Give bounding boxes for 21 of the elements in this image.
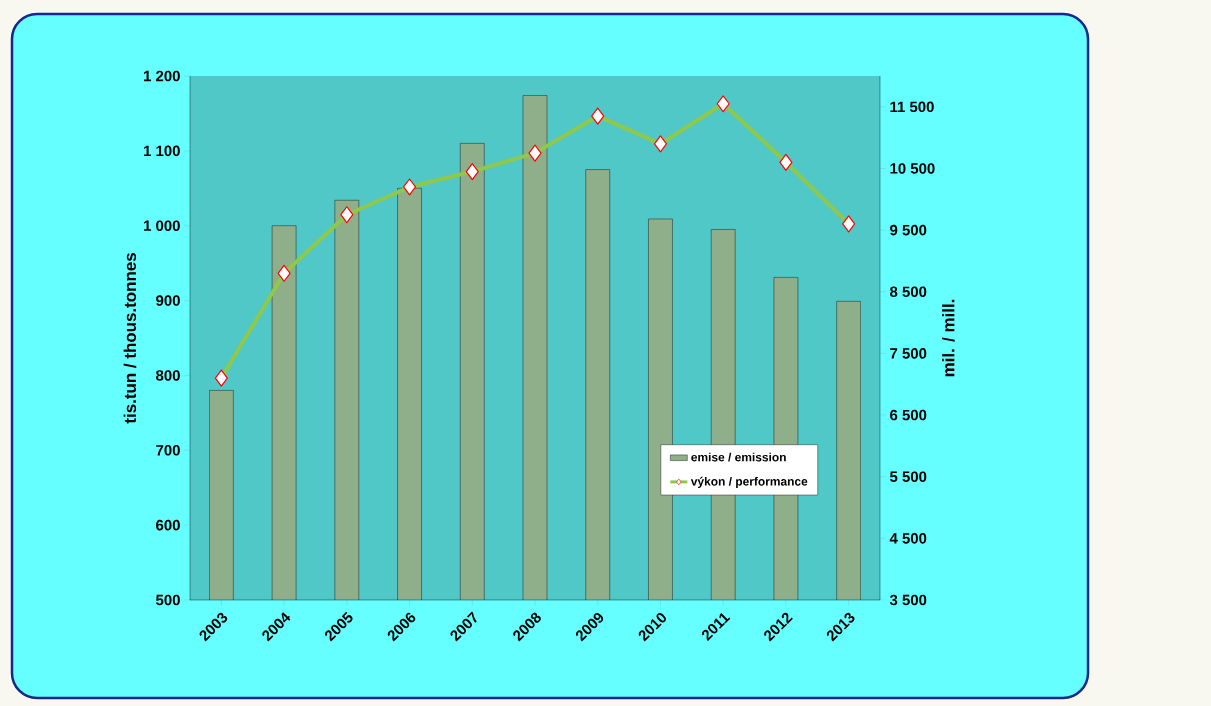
y2-tick-label: 11 500 xyxy=(890,101,934,113)
y-tick-label: 1 200 xyxy=(144,70,180,82)
y2-tick-label: 9 500 xyxy=(890,224,927,236)
y2-tick-label: 3 500 xyxy=(889,594,927,606)
y-tick-label: 1 100 xyxy=(144,145,180,157)
y-tick-label: 900 xyxy=(156,295,180,306)
y-tick-label: 500 xyxy=(156,594,180,606)
y2-axis-title: mil. / mill. xyxy=(942,299,955,377)
y2-tick-label: 6 500 xyxy=(890,409,927,421)
y-axis-title: tis.tun / thous.tonnes xyxy=(123,253,137,424)
y2-tick-label: 7 500 xyxy=(890,348,927,359)
y-tick-label: 1 000 xyxy=(144,220,180,231)
y2-tick-label: 5 500 xyxy=(889,471,927,482)
legend-label: výkon / performance xyxy=(690,476,808,489)
y-tick-label: 700 xyxy=(156,444,180,456)
y2-tick-label: 8 500 xyxy=(890,286,927,298)
y-tick-label: 600 xyxy=(156,519,180,531)
y-tick-label: 800 xyxy=(156,370,180,381)
y2-tick-label: 4 500 xyxy=(889,533,927,544)
y2-tick-label: 10 500 xyxy=(890,163,935,174)
legend-label: emise / emission xyxy=(691,452,786,462)
